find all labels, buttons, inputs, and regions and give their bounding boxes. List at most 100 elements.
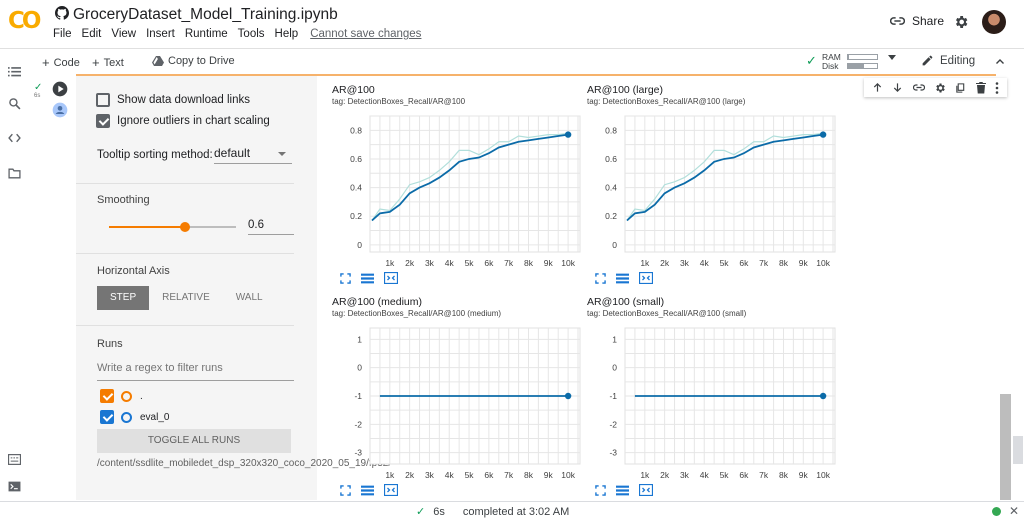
move-down-icon[interactable] [892, 82, 903, 93]
execution-status[interactable]: ✓ 6s completed at 3:02 AM [416, 505, 569, 519]
toggle-all-runs-button[interactable]: TOGGLE ALL RUNS [97, 429, 291, 453]
axis-step-button[interactable]: STEP [97, 286, 150, 310]
fullscreen-icon[interactable] [595, 271, 606, 289]
toggle-log-scale-icon[interactable] [361, 483, 374, 501]
notebook-title[interactable]: GroceryDataset_Model_Training.ipynb [73, 6, 338, 23]
plus-icon: + [92, 55, 100, 70]
fullscreen-icon[interactable] [340, 271, 351, 289]
menu-file[interactable]: File [53, 28, 72, 40]
add-text-button[interactable]: + Text [92, 55, 124, 70]
editing-label: Editing [940, 54, 976, 67]
delete-cell-icon[interactable] [975, 81, 986, 94]
chevron-down-icon[interactable] [888, 55, 896, 60]
menu-tools[interactable]: Tools [237, 28, 265, 40]
tooltip-sorting-select[interactable]: default [214, 146, 292, 164]
run-checkbox[interactable] [100, 389, 114, 403]
chart-card: AR@100 (small) tag: DetectionBoxes_Recal… [587, 288, 837, 497]
link-icon [890, 17, 905, 25]
code-snippets-icon[interactable] [8, 131, 21, 149]
folder-icon[interactable] [8, 166, 21, 184]
command-palette-icon[interactable] [7, 452, 22, 470]
editing-mode-button[interactable]: Editing [921, 54, 975, 67]
x-tick-label: 2k [405, 258, 415, 268]
cannot-save-link[interactable]: Cannot save changes [310, 28, 422, 40]
link-icon[interactable] [912, 83, 925, 92]
chart-plot[interactable]: -3 -2 -1 0 1 1k 2k 3k 4k 5k 6k 7k 8k 9k 10k [332, 324, 582, 481]
collapse-header-icon[interactable] [994, 55, 1006, 73]
fullscreen-icon[interactable] [340, 483, 351, 501]
run-checkbox[interactable] [100, 410, 114, 424]
smoothing-value-input[interactable]: 0.6 [248, 219, 294, 235]
header: CO GroceryDataset_Model_Training.ipynb F… [0, 0, 1024, 46]
fit-domain-icon[interactable] [638, 483, 654, 501]
chart-plot[interactable]: 0 0.2 0.4 0.6 0.8 1k 2k 3k 4k 5k 6k 7k 8k 9k 10k [587, 112, 837, 269]
x-tick-label: 6k [484, 470, 494, 480]
toc-icon[interactable] [8, 65, 21, 83]
runs-filter-input[interactable]: Write a regex to filter runs [97, 362, 294, 381]
run-cell-icon[interactable] [52, 81, 68, 102]
move-up-icon[interactable] [872, 82, 883, 93]
chart-title: AR@100 (large) [587, 84, 664, 96]
copy-to-drive-button[interactable]: Copy to Drive [152, 55, 235, 67]
last-point-marker[interactable] [819, 131, 827, 138]
search-icon[interactable] [8, 97, 21, 115]
user-avatar[interactable] [982, 10, 1006, 34]
resource-monitor[interactable]: ✓ RAM Disk [806, 50, 896, 72]
run-color-swatch[interactable] [121, 411, 132, 423]
menu-edit[interactable]: Edit [81, 28, 102, 40]
x-tick-label: 5k [465, 258, 475, 268]
ignore-outliers-row[interactable]: Ignore outliers in chart scaling [96, 114, 270, 128]
y-tick-label: 0 [612, 363, 617, 373]
mirror-cell-icon[interactable] [955, 82, 966, 94]
more-options-icon[interactable] [995, 81, 999, 94]
chart-plot[interactable]: 0 0.2 0.4 0.6 0.8 1k 2k 3k 4k 5k 6k 7k 8k 9k 10k [332, 112, 582, 269]
page-scrollbar-thumb[interactable] [1013, 436, 1023, 464]
x-tick-label: 4k [445, 470, 455, 480]
menu-runtime[interactable]: Runtime [184, 28, 228, 40]
fit-domain-icon[interactable] [383, 271, 399, 289]
cell-settings-gear-icon[interactable] [934, 82, 946, 94]
chart-card: AR@100 (medium) tag: DetectionBoxes_Reca… [332, 288, 582, 497]
ignore-outliers-checkbox[interactable] [96, 114, 110, 128]
close-icon[interactable]: ✕ [1009, 504, 1020, 518]
toggle-log-scale-icon[interactable] [616, 483, 629, 501]
menu-help[interactable]: Help [274, 28, 299, 40]
output-scrollbar-thumb[interactable] [1000, 394, 1011, 500]
fit-domain-icon[interactable] [383, 483, 399, 501]
show-download-links-row[interactable]: Show data download links [96, 93, 250, 107]
chart-plot[interactable]: -3 -2 -1 0 1 1k 2k 3k 4k 5k 6k 7k 8k 9k 10k [587, 324, 837, 481]
x-tick-label: 5k [720, 258, 730, 268]
toggle-log-scale-icon[interactable] [361, 271, 374, 289]
last-point-marker[interactable] [819, 392, 827, 400]
x-tick-label: 7k [504, 470, 514, 480]
x-tick-label: 9k [544, 258, 554, 268]
chart-title: AR@100 (small) [587, 296, 665, 308]
settings-gear-icon[interactable] [953, 14, 969, 35]
left-rail [0, 67, 28, 501]
menu-insert[interactable]: Insert [146, 28, 175, 40]
last-point-marker[interactable] [564, 131, 572, 138]
menu-bar: File Edit View Insert Runtime Tools Help… [53, 28, 431, 40]
toggle-log-scale-icon[interactable] [616, 271, 629, 289]
run-color-swatch[interactable] [121, 390, 132, 402]
chart-tag: tag: DetectionBoxes_Recall/AR@100 [332, 97, 466, 106]
show-download-checkbox[interactable] [96, 93, 110, 107]
fullscreen-icon[interactable] [595, 483, 606, 501]
axis-relative-button[interactable]: RELATIVE [162, 292, 210, 303]
divider [76, 183, 294, 184]
x-tick-label: 5k [720, 470, 730, 480]
add-code-button[interactable]: + Code [42, 55, 80, 70]
terminal-icon[interactable] [8, 479, 21, 497]
share-button[interactable]: Share [890, 14, 944, 28]
run-row-dot[interactable]: . [100, 389, 143, 403]
axis-wall-button[interactable]: WALL [235, 292, 263, 303]
smoothing-slider-thumb[interactable] [180, 222, 191, 232]
run-row-eval[interactable]: eval_0 [100, 410, 169, 424]
disk-label: Disk [822, 61, 839, 71]
colab-logo[interactable]: CO [8, 8, 41, 34]
menu-view[interactable]: View [111, 28, 137, 40]
last-point-marker[interactable] [564, 392, 572, 400]
connected-check-icon: ✓ [806, 53, 817, 68]
fit-domain-icon[interactable] [638, 271, 654, 289]
